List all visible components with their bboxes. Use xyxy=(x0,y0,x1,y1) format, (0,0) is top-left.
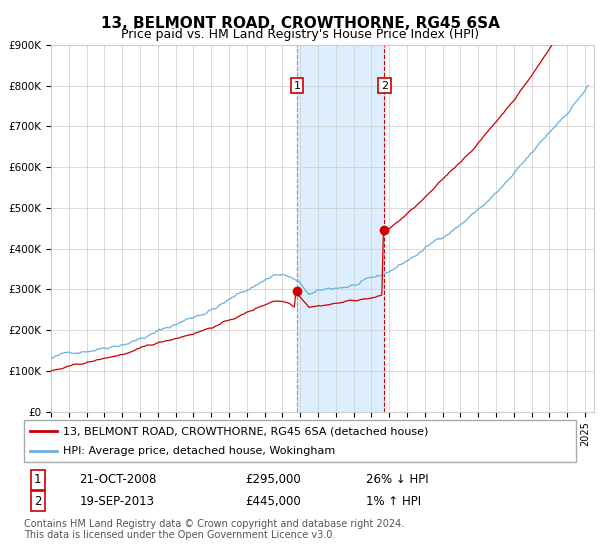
Text: 26% ↓ HPI: 26% ↓ HPI xyxy=(366,473,429,487)
Text: 1% ↑ HPI: 1% ↑ HPI xyxy=(366,494,421,507)
Text: 2: 2 xyxy=(34,494,41,507)
Text: 13, BELMONT ROAD, CROWTHORNE, RG45 6SA (detached house): 13, BELMONT ROAD, CROWTHORNE, RG45 6SA (… xyxy=(62,426,428,436)
FancyBboxPatch shape xyxy=(24,420,576,462)
Text: £445,000: £445,000 xyxy=(245,494,301,507)
Text: HPI: Average price, detached house, Wokingham: HPI: Average price, detached house, Woki… xyxy=(62,446,335,456)
Text: Price paid vs. HM Land Registry's House Price Index (HPI): Price paid vs. HM Land Registry's House … xyxy=(121,28,479,41)
Text: 1: 1 xyxy=(34,473,41,487)
Text: Contains HM Land Registry data © Crown copyright and database right 2024.
This d: Contains HM Land Registry data © Crown c… xyxy=(24,519,404,540)
Text: £295,000: £295,000 xyxy=(245,473,301,487)
Text: 2: 2 xyxy=(381,81,388,91)
Text: 13, BELMONT ROAD, CROWTHORNE, RG45 6SA: 13, BELMONT ROAD, CROWTHORNE, RG45 6SA xyxy=(101,16,499,31)
Text: 1: 1 xyxy=(293,81,301,91)
Text: 19-SEP-2013: 19-SEP-2013 xyxy=(79,494,154,507)
Text: 21-OCT-2008: 21-OCT-2008 xyxy=(79,473,157,487)
Bar xyxy=(297,45,384,412)
